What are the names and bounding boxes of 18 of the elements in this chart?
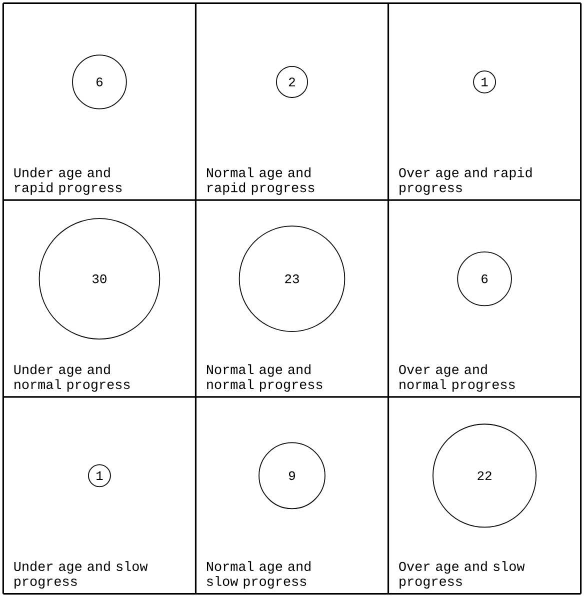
category-label: Under age and normal progress (14, 364, 130, 392)
data-label: 22 (478, 471, 492, 480)
category-label: Normal age and slow progress (206, 561, 310, 589)
category-label: Under age and slow progress (14, 561, 148, 589)
category-label: Over age and rapid progress (399, 167, 532, 195)
data-label: 1 (482, 78, 488, 86)
category-label: Over age and slow progress (399, 561, 525, 589)
data-label: 6 (96, 78, 103, 86)
category-label: Normal age and rapid progress (206, 167, 314, 195)
data-label: 9 (289, 471, 295, 480)
data-label: 6 (482, 274, 488, 284)
category-label: Normal age and normal progress (206, 364, 322, 392)
data-label: 30 (92, 274, 106, 284)
data-label: 23 (285, 274, 299, 284)
category-label: Under age and rapid progress (14, 167, 122, 195)
data-label: 1 (96, 471, 103, 480)
category-label: Over age and normal progress (399, 364, 515, 392)
data-label: 2 (289, 78, 295, 86)
